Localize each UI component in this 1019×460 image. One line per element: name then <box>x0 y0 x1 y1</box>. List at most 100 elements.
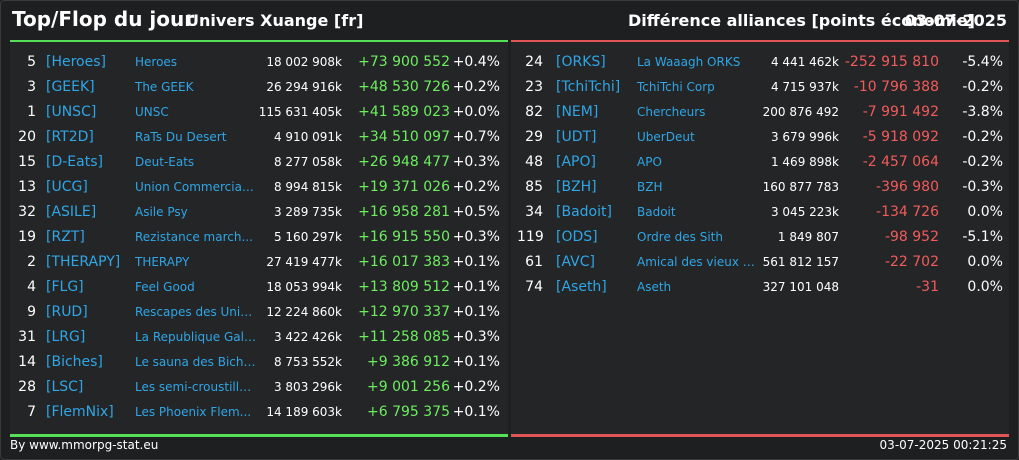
alliance-tag-link[interactable]: [RT2D] <box>46 129 94 145</box>
alliance-rank: 29 <box>525 129 543 145</box>
score-difference: -2 457 064 <box>862 154 939 170</box>
score-difference: +6 795 375 <box>367 404 450 420</box>
top-row: 13 [UCG] Union Commerciale... 8 994 815k +19… <box>10 175 508 200</box>
alliance-rank: 61 <box>525 254 543 270</box>
flop-row: 24 [ORKS] La Waaagh ORKS 4 441 462k -252 915… <box>511 50 1009 75</box>
flop-row: 85 [BZH] BZH 160 877 783 -396 980 -0.3% <box>511 175 1009 200</box>
top-row: 28 [LSC] Les semi-croustilla... 3 803 296k +… <box>10 375 508 400</box>
alliance-tag-link[interactable]: [THERAPY] <box>46 254 121 270</box>
alliance-rank: 31 <box>18 329 36 345</box>
alliance-tag-link[interactable]: [ORKS] <box>556 54 606 70</box>
alliance-name-link[interactable]: Deut-Eats <box>135 155 195 169</box>
alliance-tag-link[interactable]: [RZT] <box>46 229 85 245</box>
top-row: 9 [RUD] Rescapes des Univ... 12 224 860k +12… <box>10 300 508 325</box>
alliance-name-link[interactable]: Chercheurs <box>637 105 706 119</box>
score-difference: +11 258 085 <box>358 329 450 345</box>
score-difference: +19 371 026 <box>358 179 450 195</box>
alliance-name-link[interactable]: La Waaagh ORKS <box>637 55 741 69</box>
alliance-score: 1 849 807 <box>777 230 839 244</box>
alliance-tag-link[interactable]: [FLG] <box>46 279 84 295</box>
score-difference: +9 001 256 <box>367 379 450 395</box>
flop-row: 74 [Aseth] Aseth 327 101 048 -31 0.0% <box>511 275 1009 300</box>
alliance-tag-link[interactable]: [RUD] <box>46 304 88 320</box>
percent-change: +0.1% <box>452 404 500 420</box>
alliance-name-link[interactable]: Les semi-croustilla... <box>135 380 257 394</box>
alliance-rank: 85 <box>525 179 543 195</box>
alliance-rank: 23 <box>525 79 543 95</box>
alliance-score: 26 294 916k <box>266 80 342 94</box>
top-row: 3 [GEEK] The GEEK 26 294 916k +48 530 726 +0.… <box>10 75 508 100</box>
alliance-name-link[interactable]: Le sauna des Biche... <box>135 355 257 369</box>
flop-list: 24 [ORKS] La Waaagh ORKS 4 441 462k -252 915… <box>511 50 1009 300</box>
alliance-score: 200 876 492 <box>762 105 839 119</box>
footer-timestamp: 03-07-2025 00:21:25 <box>879 438 1007 452</box>
percent-change: -5.4% <box>962 54 1003 70</box>
alliance-tag-link[interactable]: [Heroes] <box>46 54 106 70</box>
alliance-name-link[interactable]: Amical des vieux con <box>637 255 759 269</box>
alliance-tag-link[interactable]: [Badoit] <box>556 204 612 220</box>
alliance-tag-link[interactable]: [UCG] <box>46 179 88 195</box>
alliance-name-link[interactable]: Heroes <box>135 55 178 69</box>
alliance-name-link[interactable]: La Republique Gala... <box>135 330 257 344</box>
alliance-score: 18 053 994k <box>266 280 342 294</box>
alliance-name-link[interactable]: Asile Psy <box>135 205 188 219</box>
alliance-name-link[interactable]: Rescapes des Univ... <box>135 305 257 319</box>
alliance-tag-link[interactable]: [LSC] <box>46 379 84 395</box>
alliance-name-link[interactable]: Aseth <box>637 280 672 294</box>
alliance-name-link[interactable]: TchiTchi Corp <box>637 80 715 94</box>
alliance-tag-link[interactable]: [AVC] <box>556 254 595 270</box>
alliance-tag-link[interactable]: [ODS] <box>556 229 598 245</box>
source-credit[interactable]: By www.mmorpg-stat.eu <box>10 438 159 452</box>
alliance-tag-link[interactable]: [GEEK] <box>46 79 95 95</box>
alliance-score: 561 812 157 <box>762 255 839 269</box>
alliance-tag-link[interactable]: [BZH] <box>556 179 597 195</box>
percent-change: -0.2% <box>962 79 1003 95</box>
flop-panel: 24 [ORKS] La Waaagh ORKS 4 441 462k -252 915… <box>511 40 1009 437</box>
top-row: 4 [FLG] Feel Good 18 053 994k +13 809 512 +0.… <box>10 275 508 300</box>
score-difference: -10 796 388 <box>853 79 939 95</box>
alliance-tag-link[interactable]: [NEM] <box>556 104 599 120</box>
percent-change: -3.8% <box>962 104 1003 120</box>
percent-change: +0.1% <box>452 254 500 270</box>
alliance-name-link[interactable]: RaTs Du Desert <box>135 130 227 144</box>
alliance-name-link[interactable]: Union Commerciale... <box>135 180 257 194</box>
alliance-name-link[interactable]: THERAPY <box>135 255 190 269</box>
alliance-score: 327 101 048 <box>762 280 839 294</box>
alliance-name-link[interactable]: Feel Good <box>135 280 195 294</box>
alliance-tag-link[interactable]: [FlemNix] <box>46 404 114 420</box>
alliance-name-link[interactable]: BZH <box>637 180 663 194</box>
alliance-name-link[interactable]: APO <box>637 155 662 169</box>
alliance-name-link[interactable]: Rezistance march... <box>135 230 253 244</box>
score-difference: -252 915 810 <box>844 54 939 70</box>
score-difference: +16 017 383 <box>358 254 450 270</box>
flop-row: 61 [AVC] Amical des vieux con 561 812 157 -2… <box>511 250 1009 275</box>
percent-change: -0.3% <box>962 179 1003 195</box>
alliance-score: 3 045 223k <box>770 205 839 219</box>
alliance-tag-link[interactable]: [Aseth] <box>556 279 607 295</box>
alliance-name-link[interactable]: UberDeut <box>637 130 695 144</box>
alliance-name-link[interactable]: The GEEK <box>135 80 194 94</box>
alliance-tag-link[interactable]: [UDT] <box>556 129 597 145</box>
alliance-tag-link[interactable]: [ASILE] <box>46 204 97 220</box>
alliance-tag-link[interactable]: [LRG] <box>46 329 86 345</box>
top-row: 15 [D-Eats] Deut-Eats 8 277 058k +26 948 477… <box>10 150 508 175</box>
percent-change: +0.2% <box>452 79 500 95</box>
alliance-tag-link[interactable]: [D-Eats] <box>46 154 103 170</box>
percent-change: +0.2% <box>452 379 500 395</box>
score-difference: +26 948 477 <box>358 154 450 170</box>
alliance-score: 160 877 783 <box>762 180 839 194</box>
alliance-tag-link[interactable]: [TchiTchi] <box>556 79 621 95</box>
alliance-rank: 20 <box>18 129 36 145</box>
alliance-tag-link[interactable]: [APO] <box>556 154 596 170</box>
alliance-score: 3 422 426k <box>273 330 342 344</box>
alliance-rank: 9 <box>27 304 36 320</box>
score-difference: -31 <box>916 279 939 295</box>
header: Top/Flop du jour Univers Xuange [fr] Dif… <box>0 0 1019 40</box>
alliance-score: 115 631 405k <box>258 105 342 119</box>
alliance-name-link[interactable]: Ordre des Sith <box>637 230 723 244</box>
alliance-name-link[interactable]: UNSC <box>135 105 169 119</box>
alliance-tag-link[interactable]: [UNSC] <box>46 104 97 120</box>
alliance-name-link[interactable]: Les Phoenix Flem... <box>135 405 252 419</box>
alliance-name-link[interactable]: Badoit <box>637 205 676 219</box>
alliance-tag-link[interactable]: [Biches] <box>46 354 103 370</box>
